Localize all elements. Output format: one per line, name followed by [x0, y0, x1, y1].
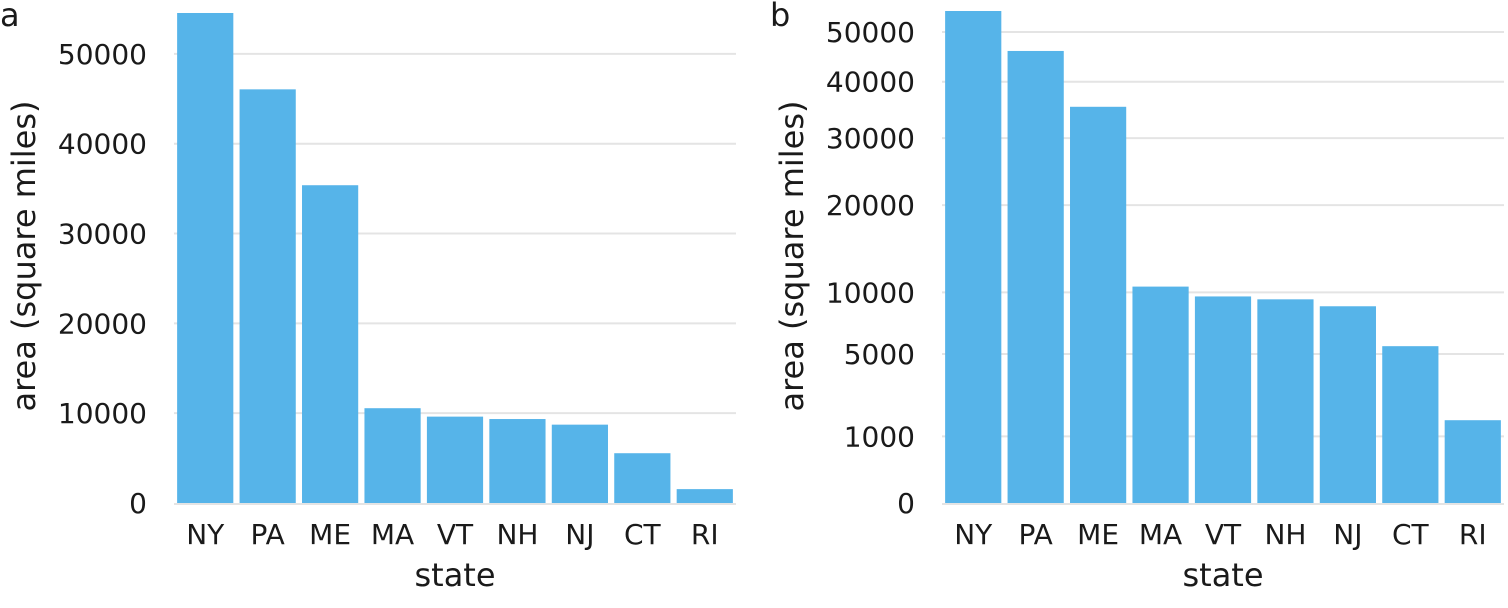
bar-ri [676, 489, 733, 503]
bar-pa [1007, 50, 1064, 503]
chart-panel-a: 0 10000 20000 30000 40000 50000 NY PA ME MA VT NH NJ… [0, 0, 736, 594]
x-axis-label: state [414, 556, 495, 594]
y-tick-label: 20000 [58, 307, 147, 340]
x-tick-label: NH [496, 518, 538, 551]
bar-nh [1257, 299, 1314, 503]
bar-ct [614, 453, 671, 503]
y-axis-label: area (square miles) [5, 101, 43, 412]
x-tick-label: MA [1139, 518, 1182, 551]
x-tick-label: RI [691, 518, 719, 551]
x-tick-label: ME [1077, 518, 1119, 551]
bar-ny [945, 11, 1002, 504]
x-tick-label: NY [186, 518, 225, 551]
y-tick-label: 30000 [58, 218, 147, 251]
panel-label: b [770, 0, 790, 34]
x-tick-label: RI [1459, 518, 1487, 551]
bar-ny [177, 12, 234, 503]
y-tick-label: 40000 [826, 66, 915, 99]
panel-label: a [0, 0, 20, 34]
x-tick-label: VT [437, 518, 474, 551]
x-tick-label: NJ [1333, 518, 1362, 551]
bar-ri [1444, 420, 1501, 503]
y-axis-label: area (square miles) [773, 101, 811, 412]
x-tick-label: VT [1205, 518, 1242, 551]
chart-panel-b: 0 1000 5000 10000 20000 30000 40000 50000 NY PA ME… [770, 0, 1504, 594]
x-tick-label: MA [371, 518, 414, 551]
x-tick-label: PA [251, 518, 285, 551]
bar-nh [489, 419, 546, 503]
y-tick-label: 10000 [58, 397, 147, 430]
y-tick-label: 0 [129, 487, 147, 520]
bar-pa [239, 89, 296, 503]
bar-nj [551, 424, 608, 503]
bar-vt [1194, 296, 1252, 503]
x-tick-label: CT [624, 518, 662, 551]
x-tick-label: CT [1392, 518, 1430, 551]
x-tick-label: NJ [565, 518, 594, 551]
y-tick-label: 40000 [58, 128, 147, 161]
bar-vt [426, 416, 484, 503]
x-tick-label: NY [954, 518, 993, 551]
y-tick-label: 50000 [826, 16, 915, 49]
x-axis-label: state [1182, 556, 1263, 594]
y-tick-label: 10000 [826, 276, 915, 309]
x-tick-label: NH [1264, 518, 1306, 551]
x-tick-label: ME [309, 518, 351, 551]
bar-nj [1319, 306, 1376, 503]
y-tick-label: 20000 [826, 189, 915, 222]
bar-ma [1132, 286, 1189, 503]
bar-ct [1382, 346, 1439, 503]
y-tick-label: 30000 [826, 122, 915, 155]
x-tick-label: PA [1019, 518, 1053, 551]
y-tick-label: 0 [897, 487, 915, 520]
bar-me [1070, 106, 1127, 503]
y-tick-label: 5000 [844, 338, 915, 371]
y-tick-label: 50000 [58, 38, 147, 71]
y-tick-label: 1000 [844, 420, 915, 453]
bar-ma [364, 408, 421, 503]
bar-me [302, 185, 359, 503]
